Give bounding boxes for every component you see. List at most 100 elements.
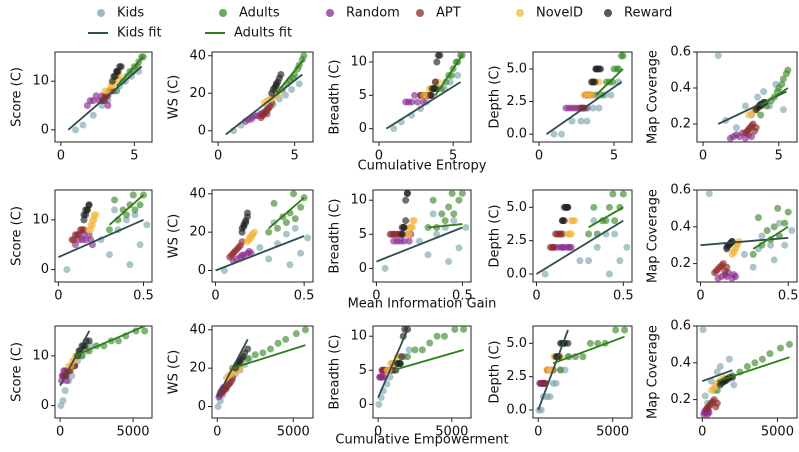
point — [455, 196, 463, 204]
point — [291, 224, 299, 232]
point — [741, 102, 749, 110]
point — [414, 98, 422, 106]
x-tick-label: 5000 — [761, 425, 794, 440]
legend-marker — [219, 9, 227, 17]
point — [259, 349, 267, 357]
point — [433, 58, 441, 66]
y-tick-label: 10 — [32, 212, 49, 227]
fit-line — [595, 68, 624, 96]
panel-frame — [696, 325, 798, 419]
point — [214, 403, 222, 410]
point — [265, 228, 273, 236]
point — [607, 91, 615, 99]
x-tick-label: 5 — [130, 149, 138, 164]
y-tick-label: 0.0 — [506, 267, 527, 282]
point — [282, 219, 290, 227]
point — [754, 93, 762, 101]
point — [585, 230, 593, 238]
point — [433, 332, 441, 340]
point — [776, 344, 784, 352]
point — [122, 216, 130, 224]
point — [220, 267, 228, 274]
point — [381, 264, 389, 272]
point — [564, 203, 572, 211]
legend-marker — [516, 9, 524, 17]
point — [300, 52, 308, 60]
point — [409, 223, 417, 231]
point — [59, 397, 67, 405]
point — [445, 258, 453, 266]
point — [114, 337, 122, 345]
panel-frame — [532, 51, 633, 143]
y-tick-label: 0.2 — [670, 392, 691, 407]
fit-line — [268, 196, 305, 230]
point — [427, 91, 435, 99]
point — [462, 223, 470, 231]
y-axis-label: Map Coverage — [646, 50, 661, 144]
y-tick-label: 0 — [359, 397, 367, 412]
y-tick-label: 20 — [189, 86, 206, 101]
point — [740, 250, 748, 258]
y-tick-label: 0.2 — [670, 117, 691, 132]
point — [558, 130, 565, 138]
y-axis-label: Score (C) — [10, 67, 25, 127]
point — [779, 106, 787, 114]
point — [405, 237, 413, 245]
point — [732, 124, 740, 132]
point — [597, 65, 604, 73]
y-tick-label: 20 — [189, 361, 206, 376]
y-tick-label: 0.6 — [670, 183, 691, 198]
legend-label: NovelD — [536, 6, 583, 21]
point — [612, 326, 620, 334]
panel-frame — [372, 325, 472, 419]
point — [282, 335, 290, 343]
point — [784, 66, 792, 74]
point — [244, 345, 252, 353]
point — [274, 339, 282, 347]
point — [454, 71, 462, 79]
y-tick-label: 5 — [359, 88, 367, 103]
panel-frame — [696, 189, 798, 283]
point — [440, 332, 448, 340]
point — [714, 52, 722, 60]
point — [619, 52, 627, 60]
point — [723, 263, 731, 271]
point — [136, 201, 144, 209]
point — [605, 203, 613, 211]
y-tick-label: 0.4 — [670, 81, 691, 96]
panel-frame — [532, 325, 633, 419]
legend-label: Kids — [117, 6, 144, 21]
point — [411, 346, 419, 354]
point — [749, 250, 757, 258]
point — [616, 257, 624, 265]
y-axis-label: Depth (C) — [488, 341, 503, 404]
point — [611, 217, 619, 225]
y-tick-label: 20 — [189, 225, 206, 240]
point — [405, 346, 413, 354]
x-tick-label: 5000 — [277, 425, 310, 440]
point — [541, 270, 549, 278]
panel-frame — [211, 325, 314, 419]
y-tick-label: 0 — [359, 261, 367, 276]
legend-label: Adults — [239, 6, 280, 21]
point — [451, 325, 459, 333]
legend-marker — [326, 9, 334, 17]
point — [458, 189, 466, 197]
y-axis-label: Score (C) — [10, 206, 25, 266]
point — [111, 196, 119, 204]
y-tick-label: 5 — [359, 363, 367, 378]
point — [778, 80, 786, 88]
point — [785, 340, 793, 348]
point — [552, 379, 560, 387]
point — [402, 217, 410, 225]
x-tick-label: 0 — [214, 149, 222, 164]
point — [760, 88, 768, 96]
y-tick-label: 0 — [198, 263, 206, 278]
y-tick-label: 0 — [198, 399, 206, 414]
point — [85, 337, 93, 345]
y-tick-label: 5 — [359, 227, 367, 242]
y-tick-label: 2.5 — [506, 369, 527, 384]
y-tick-label: 0.2 — [670, 256, 691, 271]
panel-frame — [54, 51, 153, 143]
x-tick-label: 0.5 — [294, 289, 315, 304]
